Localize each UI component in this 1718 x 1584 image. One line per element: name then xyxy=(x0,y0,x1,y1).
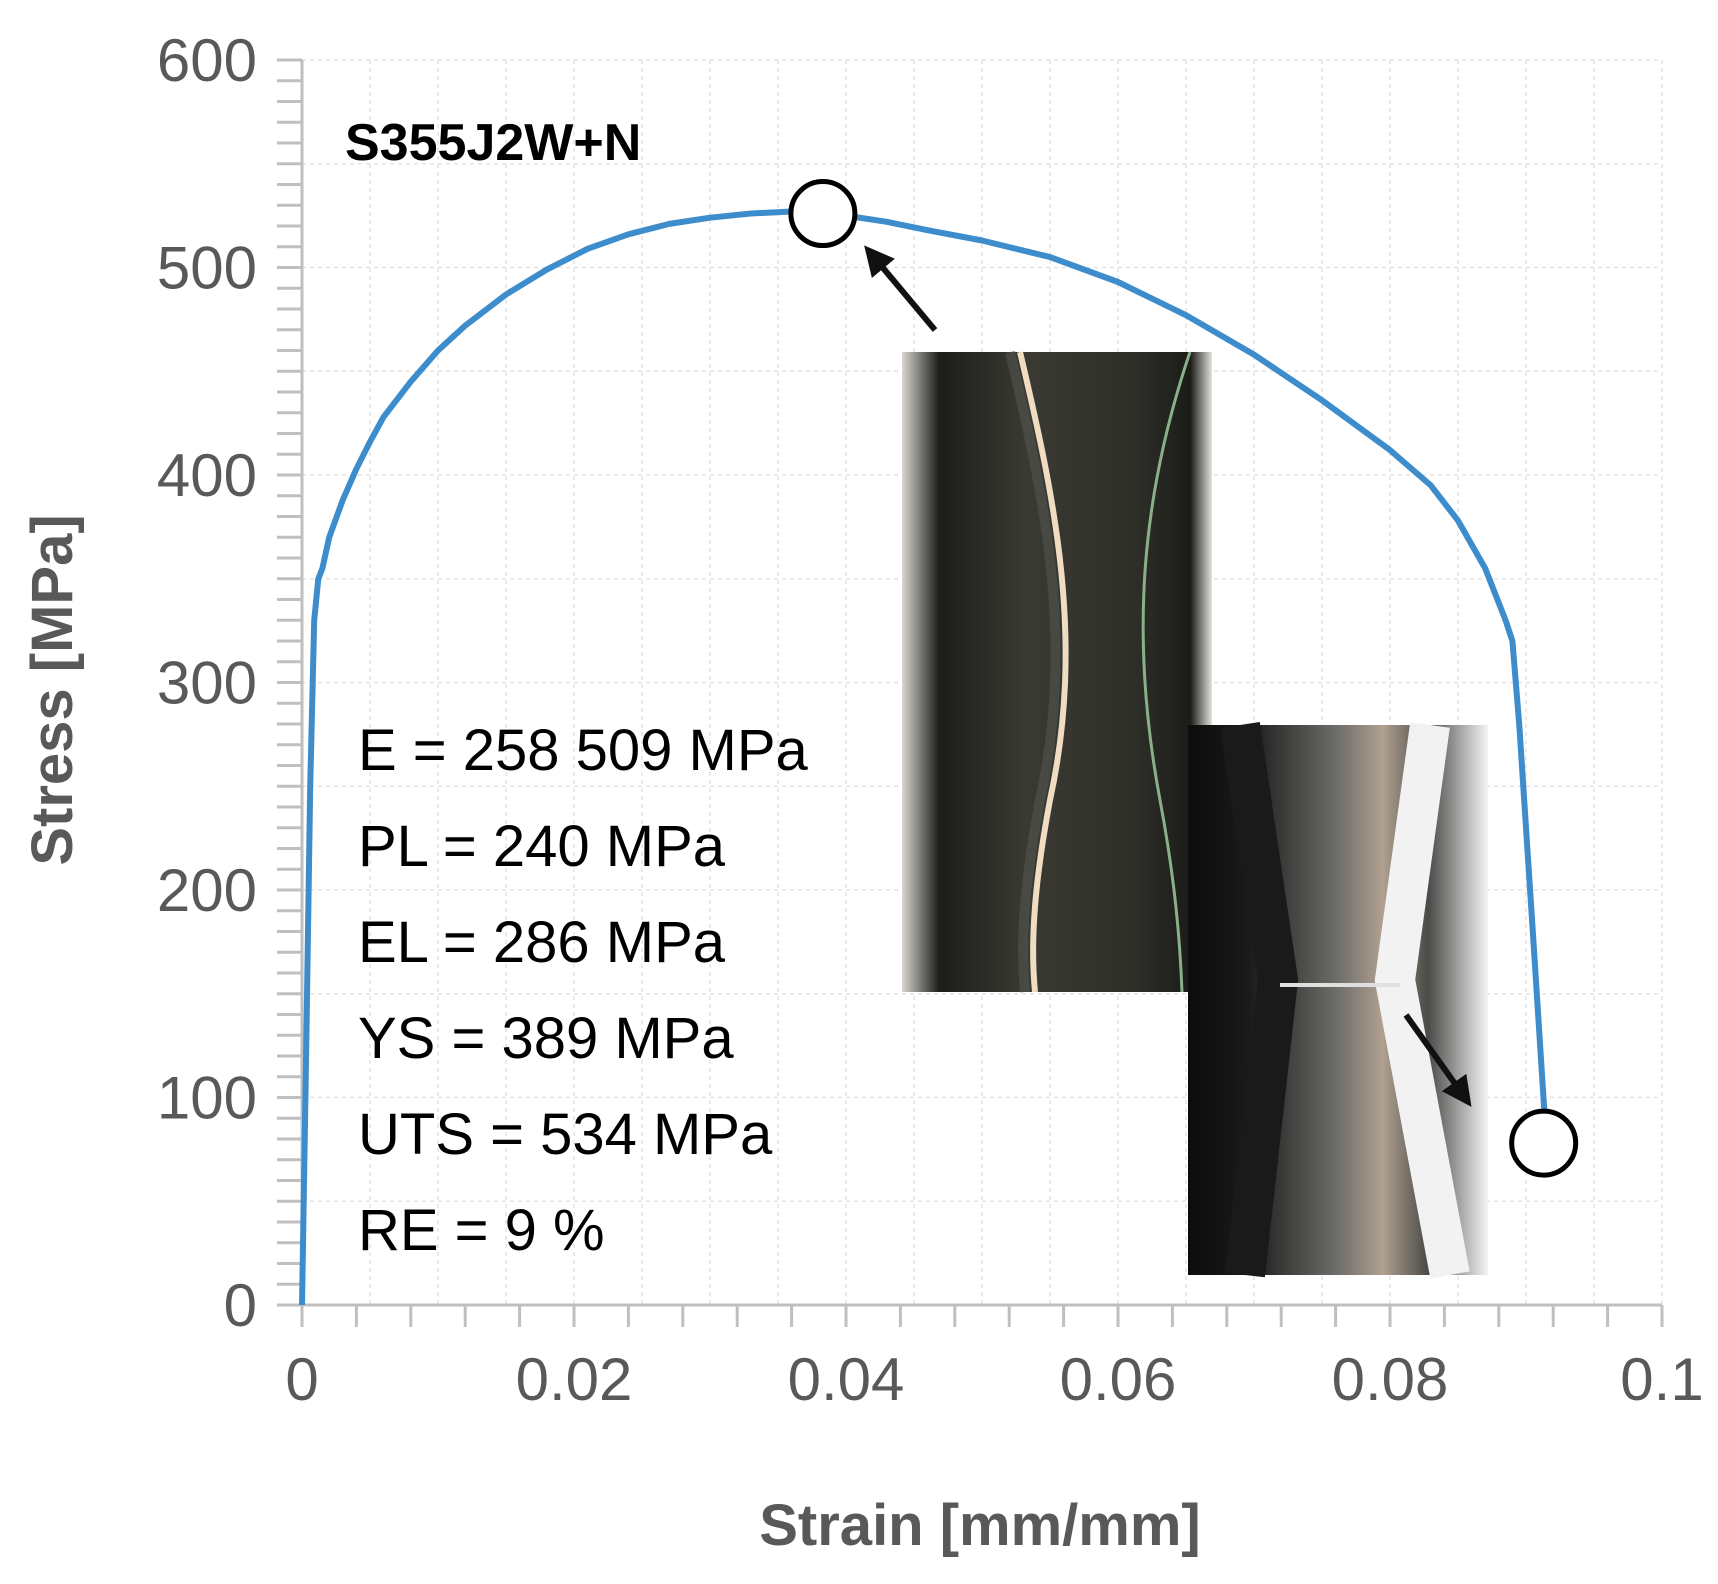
property-re: RE = 9 % xyxy=(358,1198,605,1263)
curve-marker-circle xyxy=(1509,1108,1579,1178)
property-el: EL = 286 MPa xyxy=(358,910,726,975)
property-e: E = 258 509 MPa xyxy=(358,718,809,783)
property-uts: UTS = 534 MPa xyxy=(358,1102,773,1167)
y-axis-title: Stress [MPa] xyxy=(20,514,85,865)
series-title: S355J2W+N xyxy=(345,114,641,172)
y-tick-label: 200 xyxy=(157,857,257,924)
fracture-arrow xyxy=(1403,1013,1472,1107)
property-ys: YS = 389 MPa xyxy=(358,1006,734,1071)
y-tick-label: 300 xyxy=(157,650,257,717)
x-axis-title: Strain [mm/mm] xyxy=(759,1493,1201,1558)
x-axis-ticks: 0 0.02 0.04 0.06 0.08 0.1 xyxy=(285,1305,1704,1413)
y-tick-label: 0 xyxy=(224,1272,257,1339)
curve-marker-circle xyxy=(788,179,858,249)
y-tick-label: 100 xyxy=(157,1065,257,1132)
x-tick-label: 0.04 xyxy=(788,1346,905,1413)
y-tick-label: 400 xyxy=(157,442,257,509)
x-tick-label: 0 xyxy=(285,1346,318,1413)
stress-strain-curve xyxy=(299,208,1550,1306)
curve-markers xyxy=(788,179,1579,1178)
x-tick-label: 0.08 xyxy=(1332,1346,1449,1413)
y-tick-label: 500 xyxy=(157,235,257,302)
x-tick-label: 0.02 xyxy=(516,1346,633,1413)
material-properties: E = 258 509 MPa PL = 240 MPa EL = 286 MP… xyxy=(358,718,809,1263)
specimen-necking-photo-icon xyxy=(902,350,1212,993)
specimen-fracture-photo-icon xyxy=(1188,722,1488,1279)
x-tick-label: 0.1 xyxy=(1620,1346,1703,1413)
property-pl: PL = 240 MPa xyxy=(358,814,726,879)
y-axis-ticks: 0 100 200 300 400 500 600 xyxy=(157,27,302,1339)
y-tick-label: 600 xyxy=(157,27,257,94)
x-tick-label: 0.06 xyxy=(1060,1346,1177,1413)
uts-arrow xyxy=(864,245,938,332)
